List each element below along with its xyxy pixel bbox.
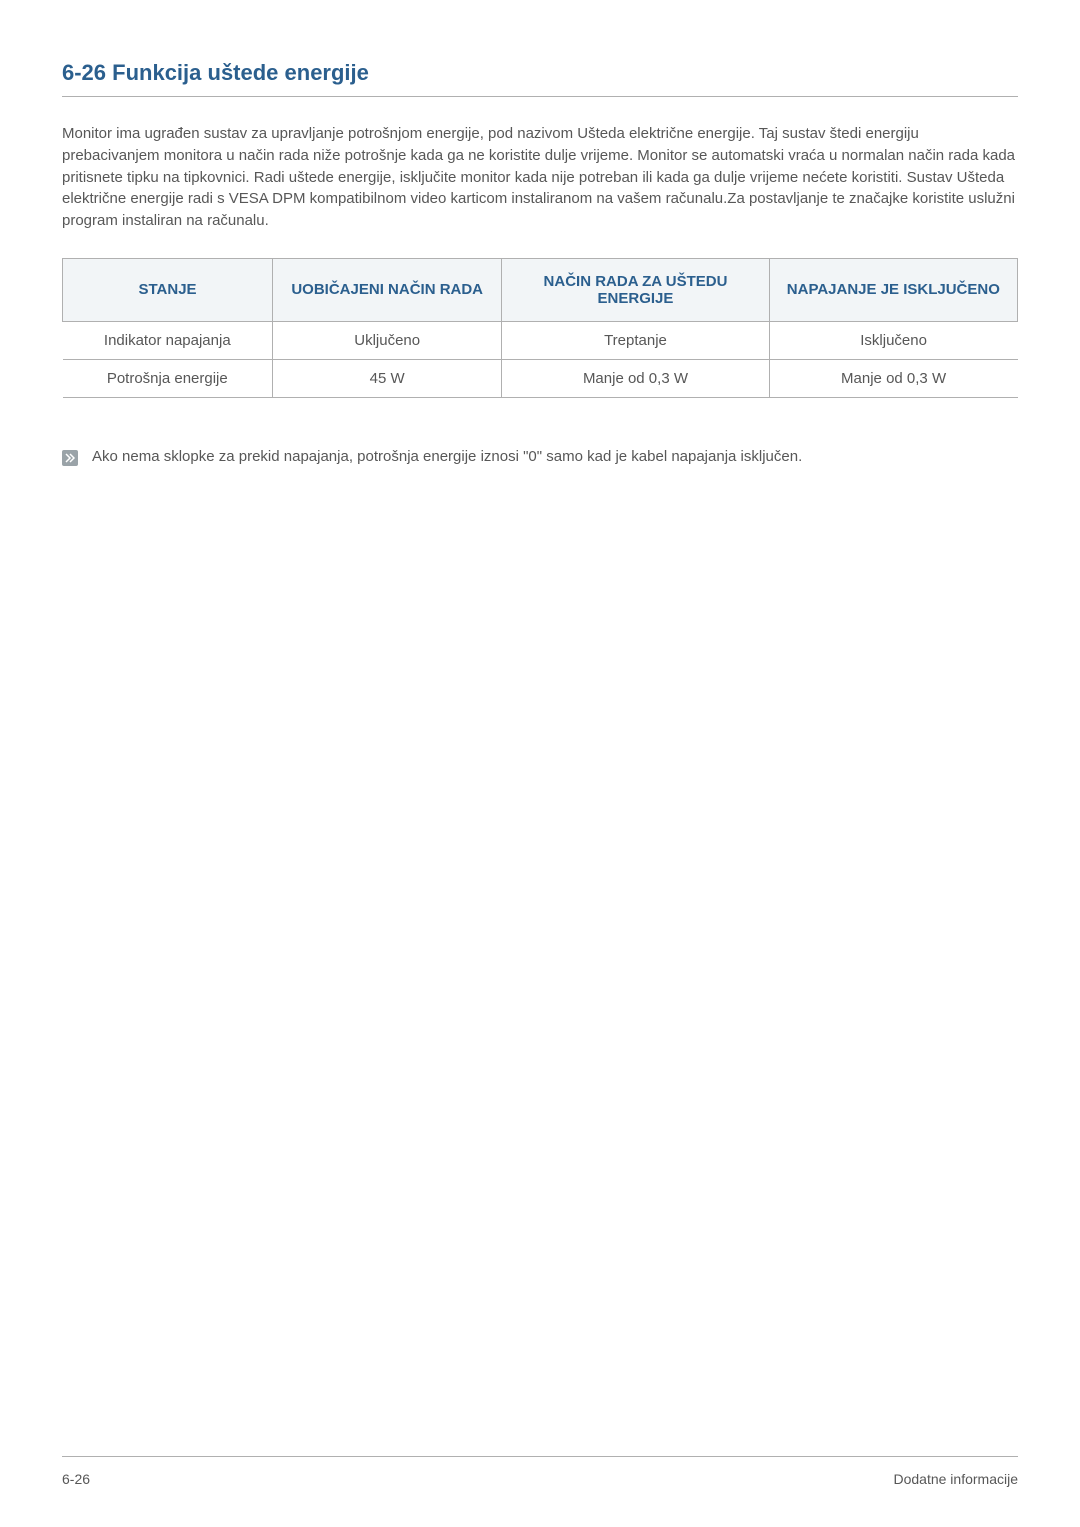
- table-header: NAPAJANJE JE ISKLJUČENO: [769, 258, 1017, 321]
- table-header: NAČIN RADA ZA UŠTEDU ENERGIJE: [502, 258, 769, 321]
- table-cell: Isključeno: [769, 321, 1017, 359]
- table-row: Indikator napajanja Uključeno Treptanje …: [63, 321, 1018, 359]
- table-cell: Treptanje: [502, 321, 769, 359]
- note-icon: [62, 450, 78, 466]
- page-footer: 6-26 Dodatne informacije: [62, 1456, 1018, 1487]
- table-cell: Manje od 0,3 W: [502, 359, 769, 397]
- table-cell: Indikator napajanja: [63, 321, 273, 359]
- note-text: Ako nema sklopke za prekid napajanja, po…: [92, 448, 802, 465]
- table-cell: Potrošnja energije: [63, 359, 273, 397]
- table-cell: 45 W: [273, 359, 502, 397]
- section-heading: 6-26 Funkcija uštede energije: [62, 60, 1018, 97]
- footer-right: Dodatne informacije: [893, 1471, 1018, 1487]
- table-header: UOBIČAJENI NAČIN RADA: [273, 258, 502, 321]
- intro-paragraph: Monitor ima ugrađen sustav za upravljanj…: [62, 123, 1018, 232]
- power-saving-table: STANJE UOBIČAJENI NAČIN RADA NAČIN RADA …: [62, 258, 1018, 398]
- note: Ako nema sklopke za prekid napajanja, po…: [62, 448, 1018, 466]
- table-header: STANJE: [63, 258, 273, 321]
- table-cell: Uključeno: [273, 321, 502, 359]
- footer-left: 6-26: [62, 1471, 90, 1487]
- table-cell: Manje od 0,3 W: [769, 359, 1017, 397]
- table-row: Potrošnja energije 45 W Manje od 0,3 W M…: [63, 359, 1018, 397]
